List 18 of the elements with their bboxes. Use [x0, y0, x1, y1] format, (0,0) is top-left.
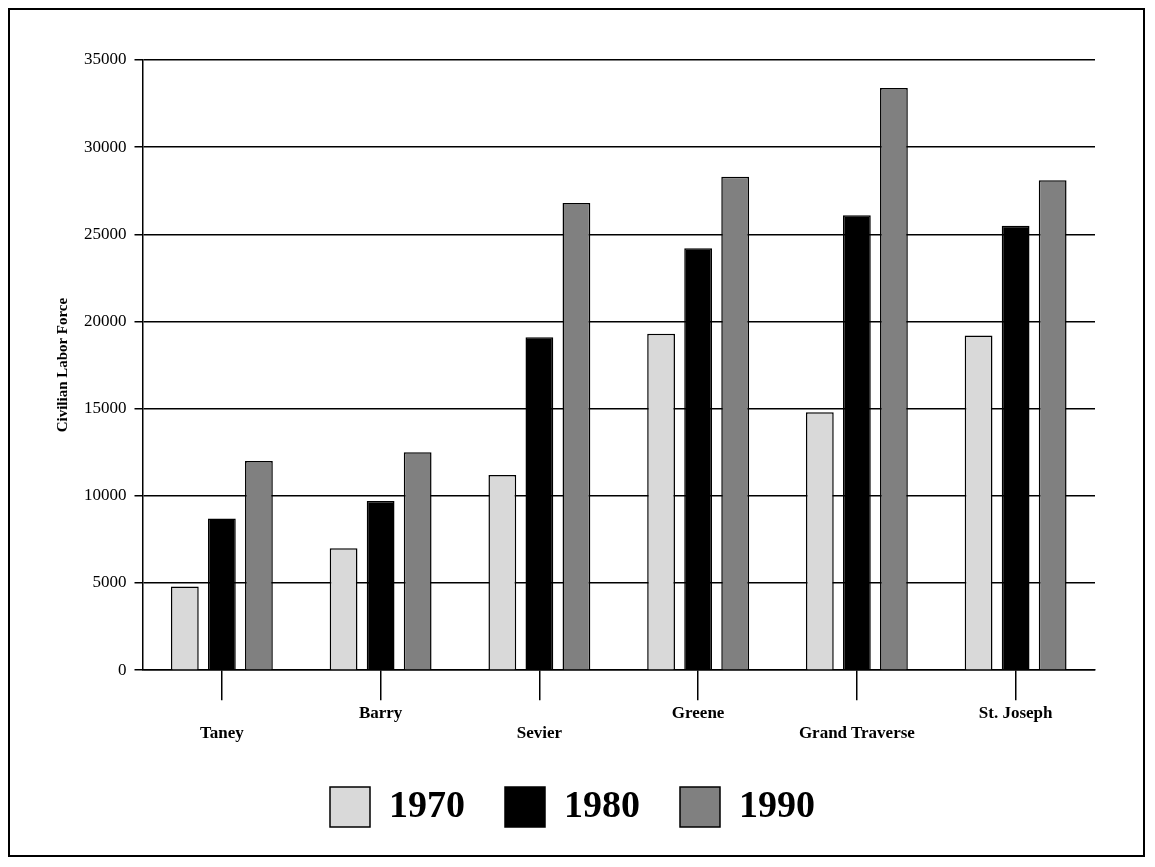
y-tick-label: 10000 [84, 485, 127, 505]
x-tick-label: Taney [199, 723, 245, 743]
y-tick-label: 0 [118, 659, 127, 679]
y-tick-label: 35000 [84, 49, 127, 69]
y-tick-label: 20000 [84, 310, 127, 330]
y-tick-label: 15000 [84, 398, 127, 418]
x-tick-label: Grand Traverse [798, 723, 916, 743]
legend-label: 1970 [389, 782, 465, 825]
x-tick-label: Barry [358, 702, 403, 722]
y-tick-label: 5000 [92, 572, 127, 592]
x-tick-label: Sevier [516, 723, 563, 743]
y-axis-title: Civilian Labor Force [53, 297, 70, 433]
y-tick-label: 25000 [84, 223, 127, 243]
legend-label: 1990 [739, 782, 815, 825]
legend-label: 1980 [564, 782, 640, 825]
x-tick-label: St. Joseph [978, 702, 1054, 722]
y-tick-label: 30000 [84, 136, 127, 156]
x-tick-label: Greene [671, 702, 725, 722]
